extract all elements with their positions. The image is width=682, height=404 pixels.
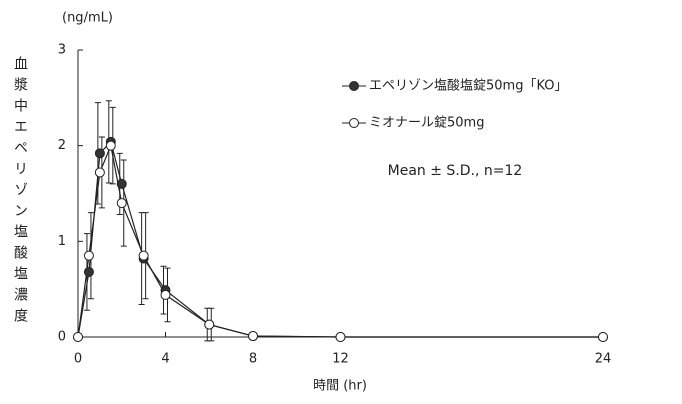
legend-label: ミオナール錠50mg	[369, 116, 484, 131]
point	[248, 331, 258, 342]
point	[160, 289, 171, 300]
y-tick-label: 3	[58, 43, 66, 58]
x-tick-label: 0	[74, 352, 82, 367]
y-tick-label: 1	[58, 234, 66, 249]
y-tick-label: 2	[58, 138, 66, 153]
point	[94, 167, 105, 178]
point	[204, 319, 215, 330]
x-tick-label: 8	[249, 352, 257, 367]
y-axis-label: 血漿中エペリゾン塩酸塩濃度	[12, 56, 28, 329]
point	[73, 332, 83, 342]
legend-label: エペリゾン塩酸塩錠50mg「KO」	[369, 79, 568, 94]
y-unit: (ng/mL)	[62, 11, 113, 26]
x-tick-label: 4	[161, 352, 169, 367]
point	[116, 198, 127, 209]
point	[598, 332, 608, 342]
x-axis-label: 時間 (hr)	[313, 379, 367, 394]
y-tick-label: 0	[58, 330, 66, 345]
legend-marker	[349, 81, 359, 91]
annotation: Mean ± S.D., n=12	[388, 163, 523, 179]
series-line	[77, 140, 603, 338]
point	[138, 250, 149, 261]
point	[94, 148, 105, 159]
point	[83, 266, 94, 277]
x-tick-label: 24	[595, 352, 612, 367]
series-line	[77, 143, 603, 338]
point	[83, 250, 94, 261]
x-tick-label: 12	[332, 352, 349, 367]
point	[335, 332, 346, 342]
point	[116, 178, 127, 189]
point	[105, 140, 116, 151]
legend-marker	[349, 118, 359, 128]
